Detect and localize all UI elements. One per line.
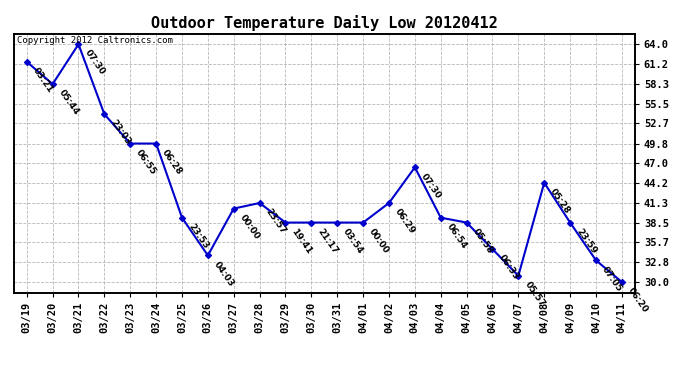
Text: 04:03: 04:03	[212, 260, 236, 288]
Text: 05:58: 05:58	[471, 227, 495, 255]
Text: 00:00: 00:00	[367, 227, 391, 255]
Text: Copyright 2012 Caltronics.com: Copyright 2012 Caltronics.com	[17, 36, 172, 45]
Text: 06:20: 06:20	[626, 286, 650, 315]
Text: 06:54: 06:54	[445, 222, 469, 251]
Text: 23:59: 23:59	[574, 227, 598, 255]
Text: 05:44: 05:44	[57, 88, 81, 117]
Text: 07:30: 07:30	[419, 171, 443, 200]
Text: 07:05: 07:05	[600, 264, 624, 293]
Title: Outdoor Temperature Daily Low 20120412: Outdoor Temperature Daily Low 20120412	[151, 15, 497, 31]
Text: 06:28: 06:28	[160, 148, 184, 176]
Text: 06:29: 06:29	[393, 207, 417, 236]
Text: 00:00: 00:00	[238, 213, 262, 241]
Text: 05:28: 05:28	[549, 187, 572, 215]
Text: 06:55: 06:55	[135, 148, 158, 176]
Text: 19:41: 19:41	[290, 227, 313, 255]
Text: 03:54: 03:54	[342, 227, 365, 255]
Text: 23:03: 23:03	[108, 118, 132, 147]
Text: 05:57: 05:57	[522, 280, 546, 309]
Text: 07:30: 07:30	[83, 48, 106, 77]
Text: 03:21: 03:21	[31, 66, 55, 94]
Text: 21:17: 21:17	[315, 227, 339, 255]
Text: 23:57: 23:57	[264, 207, 288, 236]
Text: 23:53: 23:53	[186, 222, 210, 251]
Text: 06:33: 06:33	[497, 253, 520, 282]
